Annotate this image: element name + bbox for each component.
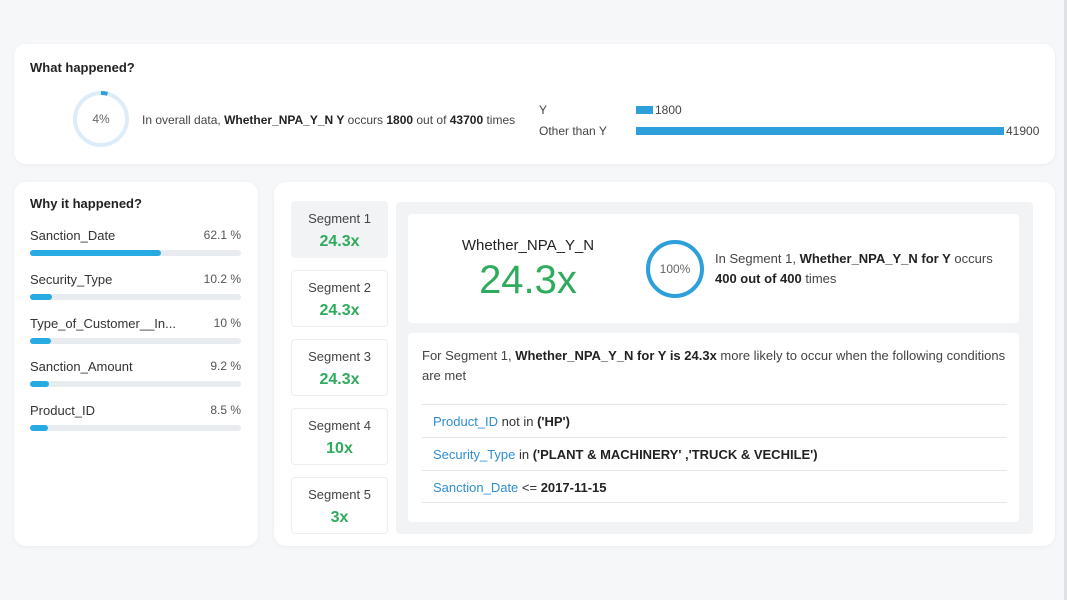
condition-value: 2017-11-15 [540,480,607,495]
driver-percentage: 62.1 % [203,228,241,242]
driver-name: Sanction_Date [30,228,116,243]
distribution-bar-y [636,106,653,114]
window-edge [1064,0,1067,600]
distribution-value-y: 1800 [655,103,682,117]
segment-tile-5[interactable]: Segment 5 3x [291,477,388,534]
condition-value: ('PLANT & MACHINERY' ,'TRUCK & VECHILE') [532,447,818,462]
overall-summary-text: In overall data, Whether_NPA_Y_N Y occur… [142,113,516,127]
what-happened-card: What happened? 4% In overall data, Wheth… [14,44,1055,164]
driver-name: Type_of_Customer__In... [30,316,176,331]
condition-value: ('HP') [537,414,570,429]
driver-bar-fill [30,294,52,300]
segment-lift: 24.3x [319,233,360,250]
segment-percentage-ring: 100% [645,239,705,299]
driver-bar-fill [30,338,51,344]
segment-tile-1[interactable]: Segment 1 24.3x [291,201,388,258]
driver-percentage: 10.2 % [203,272,241,286]
target-metric-name: Whether_NPA_Y_N [461,237,595,254]
condition-operator: in [515,447,533,462]
driver-bar-track [30,381,241,387]
condition-field-link[interactable]: Product_ID [433,414,499,429]
segment-name: Segment 4 [308,418,371,433]
target-metric-lift: 24.3x [479,258,577,302]
driver-bar-track [30,338,241,344]
distribution-value-other: 41900 [1006,124,1040,138]
segment-lift: 24.3x [319,302,360,319]
segment-percentage-label: 100% [659,262,691,276]
segment-lift: 3x [330,509,349,526]
why-it-happened-card: Why it happened? Sanction_Date 62.1 % Se… [14,182,258,546]
driver-bar-fill [30,250,161,256]
driver-name: Product_ID [30,403,96,418]
why-it-happened-title: Why it happened? [30,196,142,211]
segment-tile-2[interactable]: Segment 2 24.3x [291,270,388,327]
distribution-label-other: Other than Y [539,124,607,138]
overall-percentage-ring: 4% [72,90,130,148]
segment-lift: 24.3x [319,371,360,388]
segment-lift: 10x [326,440,353,457]
condition-operator: <= [518,480,541,495]
segment-conditions: For Segment 1, Whether_NPA_Y_N for Y is … [408,333,1019,522]
condition-row: Product_ID not in ('HP') [422,404,1007,437]
driver-percentage: 9.2 % [210,359,241,373]
segment-tile-3[interactable]: Segment 3 24.3x [291,339,388,396]
segment-summary: Whether_NPA_Y_N 24.3x 100% In Segment 1,… [408,214,1019,323]
segment-name: Segment 3 [308,349,371,364]
segment-name: Segment 2 [308,280,371,295]
segment-name: Segment 5 [308,487,371,502]
distribution-label-y: Y [539,103,548,117]
segment-summary-text: In Segment 1, Whether_NPA_Y_N for Y occu… [715,251,993,286]
distribution-bar-other [636,127,1004,135]
overall-percentage-label: 4% [92,112,110,126]
conditions-intro-text: For Segment 1, Whether_NPA_Y_N for Y is … [422,348,1006,383]
driver-bar-fill [30,425,48,431]
driver-bar-fill [30,381,49,387]
condition-operator: not in [498,414,538,429]
driver-bar-track [30,250,241,256]
segment-name: Segment 1 [308,211,371,226]
driver-name: Security_Type [30,272,113,287]
segments-card: Segment 1 24.3x Segment 2 24.3x Segment … [274,182,1055,546]
driver-bar-track [30,294,241,300]
what-happened-title: What happened? [30,60,135,75]
condition-row: Security_Type in ('PLANT & MACHINERY' ,'… [422,437,1007,470]
segment-tile-4[interactable]: Segment 4 10x [291,408,388,465]
driver-name: Sanction_Amount [30,359,133,374]
condition-field-link[interactable]: Security_Type [433,447,516,462]
driver-bar-track [30,425,241,431]
driver-percentage: 10 % [213,316,241,330]
driver-percentage: 8.5 % [210,403,241,417]
condition-row: Sanction_Date <= 2017-11-15 [422,470,1007,503]
segment-detail-panel: Whether_NPA_Y_N 24.3x 100% In Segment 1,… [396,202,1033,534]
condition-field-link[interactable]: Sanction_Date [433,480,519,495]
